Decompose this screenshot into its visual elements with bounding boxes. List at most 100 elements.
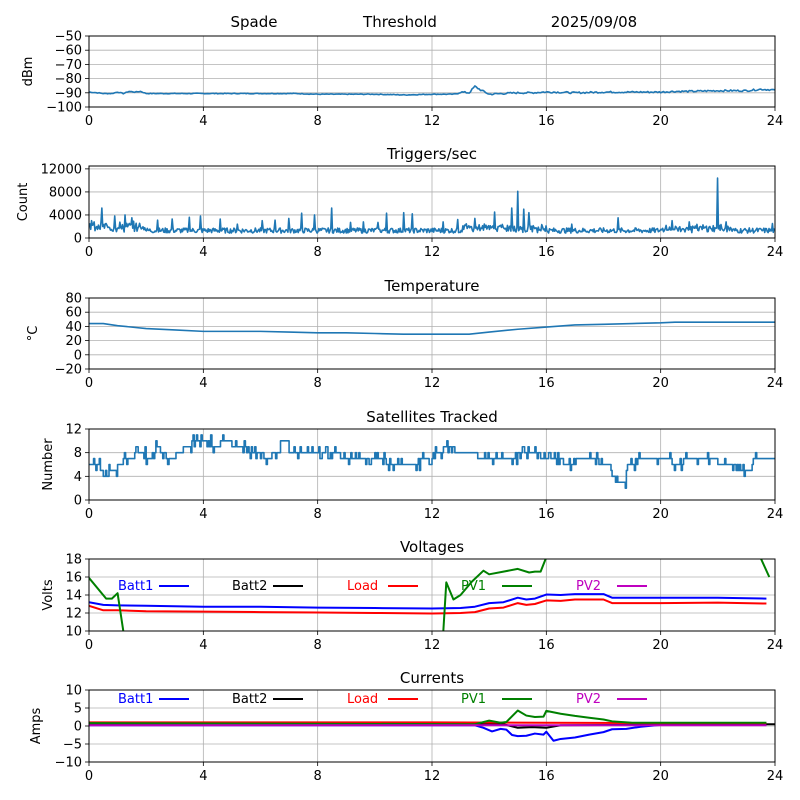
legend-label-batt1: Batt1 [118, 579, 153, 594]
x-tick-label: 0 [85, 245, 93, 260]
x-tick-label: 0 [85, 507, 93, 522]
panel-title: Satellites Tracked [366, 408, 497, 426]
panel-voltages: 0 4 8 12 16 20 24 10 12 14 16 18 Voltages Volts Batt1 B… [41, 538, 784, 653]
x-tick-label: 16 [538, 769, 555, 784]
panel-signal: 0 4 8 12 16 20 24 −100−90−80−70−60−50 dBm [21, 30, 783, 130]
series-line-load [89, 598, 767, 615]
x-tick-label: 20 [652, 245, 669, 260]
x-tick-label: 8 [314, 769, 322, 784]
y-tick-label: 16 [65, 571, 82, 586]
panel-satellites: 0 4 8 12 16 20 24 0 4 8 12 Satellites Tracked Number [41, 408, 783, 522]
x-tick-label: 12 [424, 114, 441, 129]
legend-label-pv1: PV1 [461, 692, 486, 707]
series-line-batt1 [89, 723, 767, 742]
y-tick-label: 12 [65, 423, 82, 438]
series-line-temperature [89, 321, 775, 336]
x-tick-label: 24 [767, 114, 784, 129]
x-tick-label: 8 [314, 114, 322, 129]
y-axis-label: Volts [41, 579, 56, 611]
x-tick-label: 8 [314, 507, 322, 522]
y-tick-label: 8000 [49, 185, 82, 200]
series-group [89, 709, 775, 742]
series-line-pv1 [89, 709, 767, 726]
y-tick-label: 12 [65, 607, 82, 622]
y-tick-label: 0 [74, 232, 82, 247]
x-tick-label: 12 [424, 376, 441, 391]
x-tick-label: 0 [85, 114, 93, 129]
y-tick-label: 0 [74, 348, 82, 363]
legend-label-pv1: PV1 [461, 579, 486, 594]
x-tick-label: 0 [85, 376, 93, 391]
series-line-count [89, 177, 775, 234]
x-tick-label: 12 [424, 245, 441, 260]
legend-label-batt2: Batt2 [232, 692, 267, 707]
panel-currents: 0 4 8 12 16 20 24 −10 −5 0 5 10 Currents Amps Batt1 Bat… [29, 669, 783, 784]
series-line-dbm [89, 85, 775, 96]
y-axis-label: Count [16, 183, 31, 222]
y-tick-label: 12000 [41, 162, 82, 177]
y-tick-label: −50 [55, 30, 82, 45]
y-tick-label: −90 [55, 86, 82, 101]
x-tick-label: 0 [85, 769, 93, 784]
header-date: 2025/09/08 [551, 13, 637, 31]
x-tick-label: 4 [199, 769, 207, 784]
y-tick-label: −10 [55, 756, 82, 771]
x-tick-label: 12 [424, 638, 441, 653]
series-group [89, 85, 775, 96]
y-tick-label: −70 [55, 58, 82, 73]
y-tick-label: 0 [74, 494, 82, 509]
series-group [89, 321, 775, 336]
y-axis-label: Amps [29, 707, 44, 744]
series-line-satellites [89, 434, 775, 489]
x-tick-label: 24 [767, 376, 784, 391]
y-tick-label: 8 [74, 446, 82, 461]
x-tick-label: 8 [314, 376, 322, 391]
legend-label-batt1: Batt1 [118, 692, 153, 707]
series-group [89, 177, 775, 234]
x-tick-label: 24 [767, 638, 784, 653]
y-tick-label: −20 [55, 363, 82, 378]
y-tick-label: 4 [74, 470, 82, 485]
y-tick-label: −60 [55, 44, 82, 59]
y-tick-label: −5 [63, 738, 82, 753]
x-tick-label: 16 [538, 638, 555, 653]
panel-title: Voltages [400, 538, 464, 556]
series-line-batt1 [89, 593, 767, 610]
series-group [89, 434, 775, 489]
legend-label-load: Load [347, 579, 378, 594]
x-tick-label: 4 [199, 638, 207, 653]
x-tick-label: 24 [767, 245, 784, 260]
x-tick-label: 12 [424, 507, 441, 522]
y-tick-label: −100 [46, 101, 82, 116]
x-tick-label: 20 [652, 638, 669, 653]
x-tick-label: 16 [538, 114, 555, 129]
x-tick-label: 24 [767, 769, 784, 784]
y-tick-label: −80 [55, 72, 82, 87]
x-tick-label: 8 [314, 638, 322, 653]
y-tick-label: 5 [74, 702, 82, 717]
y-tick-label: 60 [65, 306, 82, 321]
y-tick-label: 10 [65, 625, 82, 640]
panel-title: Temperature [383, 277, 479, 295]
y-tick-label: 0 [74, 720, 82, 735]
x-tick-label: 4 [199, 245, 207, 260]
x-tick-label: 0 [85, 638, 93, 653]
y-axis-label: dBm [21, 57, 36, 87]
panel-triggers: 0 4 8 12 16 20 24 0 4000 8000 12000 Triggers/sec Cou… [16, 145, 783, 260]
y-tick-label: 10 [65, 684, 82, 699]
panel-title: Triggers/sec [386, 145, 477, 163]
x-tick-label: 4 [199, 507, 207, 522]
x-tick-label: 20 [652, 376, 669, 391]
header-station: Spade [231, 13, 278, 31]
x-tick-label: 16 [538, 507, 555, 522]
x-tick-label: 12 [424, 769, 441, 784]
x-tick-label: 16 [538, 376, 555, 391]
legend-label-pv2: PV2 [576, 692, 601, 707]
series-group [89, 559, 771, 631]
x-tick-label: 8 [314, 245, 322, 260]
y-axis-label: °C [26, 326, 41, 342]
series-line-pv1 [89, 559, 771, 631]
